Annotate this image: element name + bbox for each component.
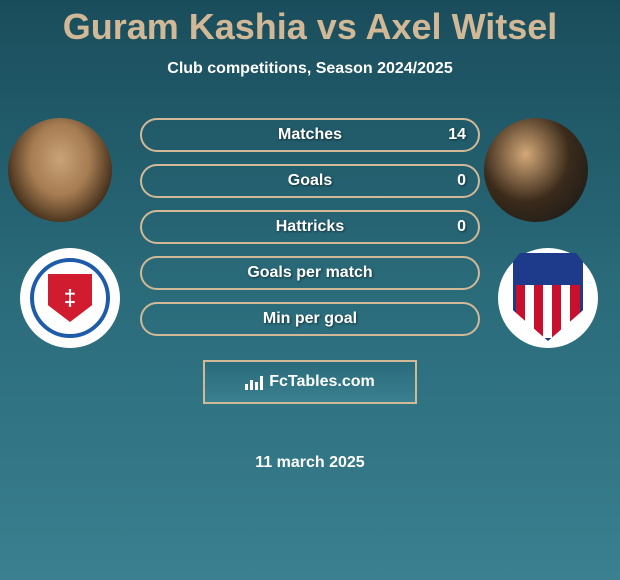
watermark: FcTables.com xyxy=(203,360,417,404)
stat-label: Matches xyxy=(278,126,342,144)
comparison-subtitle: Club competitions, Season 2024/2025 xyxy=(0,60,620,78)
stat-row-hattricks: Hattricks 0 xyxy=(140,210,480,244)
club-left-logo: ‡ xyxy=(20,248,120,348)
stat-label: Goals per match xyxy=(247,264,372,282)
comparison-title: Guram Kashia vs Axel Witsel xyxy=(0,0,620,48)
chart-icon xyxy=(245,374,263,390)
player-right-photo xyxy=(484,118,588,222)
stat-row-goals-per-match: Goals per match xyxy=(140,256,480,290)
watermark-text: FcTables.com xyxy=(269,373,375,391)
player-left-photo xyxy=(8,118,112,222)
comparison-date: 11 march 2025 xyxy=(0,454,620,472)
stat-row-goals: Goals 0 xyxy=(140,164,480,198)
stat-label: Min per goal xyxy=(263,310,357,328)
club-right-logo xyxy=(498,248,598,348)
stat-row-matches: Matches 14 xyxy=(140,118,480,152)
stat-right-value: 14 xyxy=(448,126,466,144)
stat-label: Goals xyxy=(288,172,332,190)
stat-row-min-per-goal: Min per goal xyxy=(140,302,480,336)
stat-right-value: 0 xyxy=(457,172,466,190)
stat-right-value: 0 xyxy=(457,218,466,236)
comparison-content: ‡ Matches 14 Goals 0 Hattricks 0 Goals p… xyxy=(0,118,620,398)
stats-container: Matches 14 Goals 0 Hattricks 0 Goals per… xyxy=(140,118,480,348)
stat-label: Hattricks xyxy=(276,218,344,236)
